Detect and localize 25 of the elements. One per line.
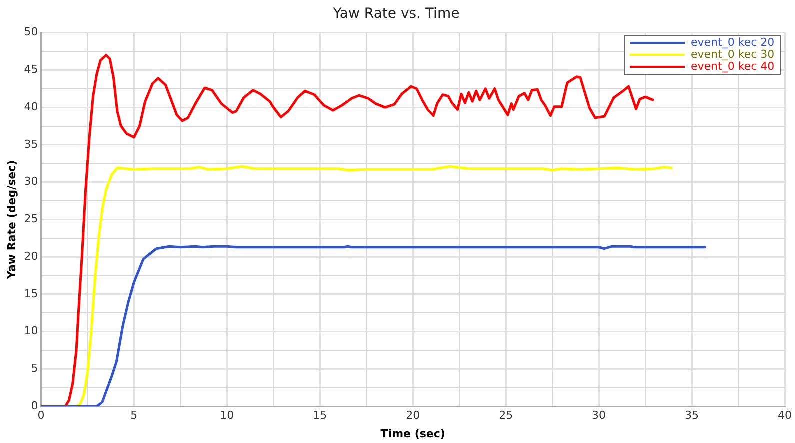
x-tick-label: 15 [313,409,328,422]
x-tick-label: 25 [499,409,514,422]
y-tick-label: 25 [24,212,38,226]
y-tick-label: 50 [24,26,38,39]
legend-label: event_0 kec 20 [691,36,775,50]
x-tick-label: 40 [778,409,792,422]
y-tick-label: 15 [24,287,38,300]
y-tick-label: 5 [31,362,38,376]
chart-title: Yaw Rate vs. Time [332,6,460,22]
y-tick-label: 45 [24,63,38,76]
y-tick-label: 35 [24,138,38,151]
y-tick-label: 30 [24,175,38,188]
x-tick-label: 5 [130,409,138,422]
x-tick-label: 30 [592,409,606,422]
x-tick-label: 35 [685,409,700,422]
y-tick-label: 40 [24,100,38,114]
y-tick-label: 20 [24,250,38,263]
y-tick-label: 0 [31,399,38,412]
y-axis-title: Yaw Rate (deg/sec) [5,160,18,280]
x-axis-title: Time (sec) [380,427,446,440]
y-tick-label: 10 [24,324,38,338]
legend-label: event_0 kec 40 [691,60,775,74]
x-tick-label: 10 [220,409,234,422]
x-tick-label: 20 [406,409,420,422]
legend-label: event_0 kec 30 [691,48,775,62]
